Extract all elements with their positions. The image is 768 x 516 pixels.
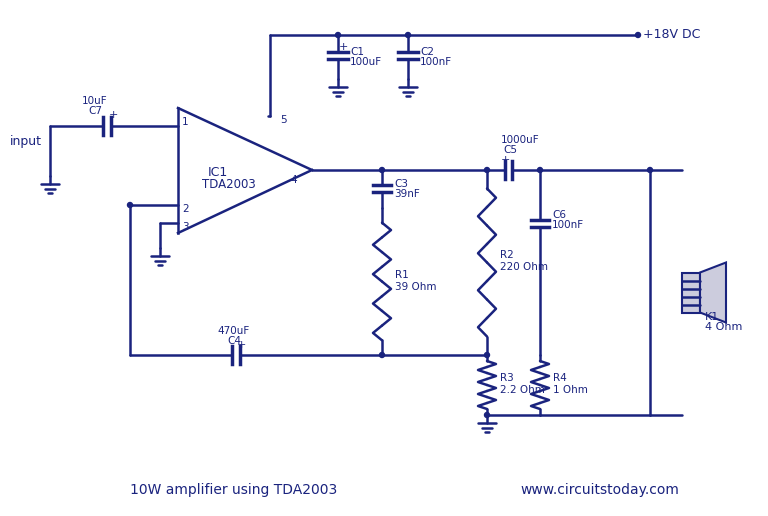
Circle shape	[336, 33, 340, 38]
Text: TDA2003: TDA2003	[202, 179, 256, 191]
Text: C6: C6	[552, 210, 566, 220]
Text: 10W amplifier using TDA2003: 10W amplifier using TDA2003	[130, 483, 337, 497]
Text: 220 Ohm: 220 Ohm	[500, 263, 548, 272]
Circle shape	[538, 168, 542, 172]
Text: C7: C7	[88, 106, 102, 116]
Text: K1: K1	[705, 313, 720, 322]
Circle shape	[406, 33, 411, 38]
Text: www.circuitstoday.com: www.circuitstoday.com	[520, 483, 679, 497]
Text: 1: 1	[182, 117, 189, 127]
Text: 2: 2	[182, 204, 189, 214]
Text: C3: C3	[394, 179, 408, 189]
Text: +: +	[237, 340, 247, 350]
Text: C1: C1	[350, 47, 364, 57]
Circle shape	[635, 33, 641, 38]
Bar	[682, 272, 700, 313]
Text: +: +	[339, 42, 349, 52]
Text: 2.2 Ohm: 2.2 Ohm	[500, 385, 545, 395]
Text: 39 Ohm: 39 Ohm	[395, 282, 436, 292]
Circle shape	[379, 168, 385, 172]
Circle shape	[647, 168, 653, 172]
Text: R4: R4	[553, 373, 567, 383]
Text: 100nF: 100nF	[420, 57, 452, 67]
Circle shape	[127, 202, 133, 207]
Text: input: input	[10, 135, 42, 148]
Text: 10uF: 10uF	[82, 96, 108, 106]
Text: 39nF: 39nF	[394, 189, 420, 199]
Text: +: +	[109, 110, 118, 120]
Text: 1000uF: 1000uF	[501, 135, 540, 145]
Text: 5: 5	[280, 115, 286, 125]
Circle shape	[485, 168, 489, 172]
Text: R2: R2	[500, 250, 514, 261]
Text: C5: C5	[503, 145, 517, 155]
Circle shape	[485, 352, 489, 358]
Text: +: +	[501, 155, 511, 165]
Text: R3: R3	[500, 373, 514, 383]
Text: R1: R1	[395, 269, 409, 280]
Text: C4: C4	[227, 336, 241, 346]
Text: 3: 3	[182, 222, 189, 232]
Text: 100uF: 100uF	[350, 57, 382, 67]
Text: 470uF: 470uF	[218, 326, 250, 336]
Text: 4 Ohm: 4 Ohm	[705, 322, 743, 332]
Text: IC1: IC1	[208, 166, 228, 179]
Text: +18V DC: +18V DC	[643, 28, 700, 41]
Circle shape	[379, 352, 385, 358]
Text: 100nF: 100nF	[552, 220, 584, 230]
Text: C2: C2	[420, 47, 434, 57]
Text: 1 Ohm: 1 Ohm	[553, 385, 588, 395]
Circle shape	[485, 412, 489, 417]
Polygon shape	[700, 263, 726, 322]
Text: 4: 4	[290, 175, 296, 185]
